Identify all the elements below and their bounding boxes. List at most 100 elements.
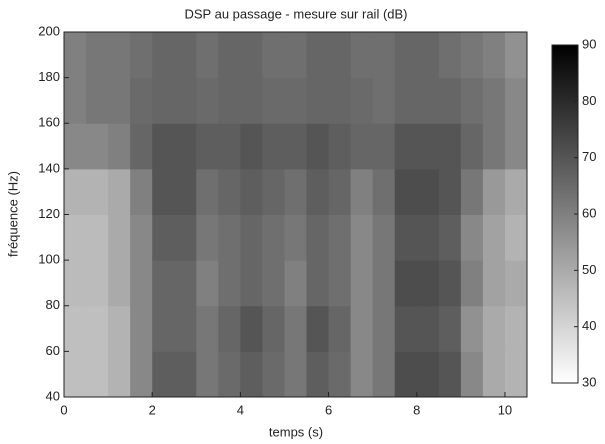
heat-cell xyxy=(460,214,484,261)
heat-cell xyxy=(174,351,197,398)
heat-cell xyxy=(482,351,506,398)
heat-cell xyxy=(460,77,484,124)
colorbar-tick-label: 70 xyxy=(582,149,596,164)
heat-cell xyxy=(328,351,352,398)
heat-cell xyxy=(86,168,109,215)
heat-cell xyxy=(350,32,374,79)
heat-cell xyxy=(394,305,418,352)
heat-cell xyxy=(218,77,241,124)
heat-cell xyxy=(482,123,506,170)
heat-cell xyxy=(328,260,352,307)
heat-cell xyxy=(262,305,285,352)
heat-cell xyxy=(460,351,484,398)
heat-cell xyxy=(130,168,153,215)
colorbar-tick-label: 90 xyxy=(582,36,596,51)
heat-cell xyxy=(152,123,175,170)
heat-cell xyxy=(64,77,87,124)
heat-cell xyxy=(218,123,241,170)
heat-cell xyxy=(196,351,219,398)
heat-cell xyxy=(174,305,197,352)
heat-cell xyxy=(416,305,440,352)
heat-cell xyxy=(108,77,131,124)
heat-cell xyxy=(262,168,285,215)
colorbar xyxy=(551,44,579,384)
heat-cell xyxy=(328,123,352,170)
heat-cell xyxy=(350,305,374,352)
heat-cell xyxy=(416,214,440,261)
heat-cell xyxy=(284,32,308,79)
heat-cell xyxy=(218,351,241,398)
heat-cell xyxy=(284,351,308,398)
heat-cell xyxy=(130,77,153,124)
heat-cell xyxy=(328,214,352,261)
x-tick-label: 4 xyxy=(237,402,244,417)
colorbar-tick-label: 40 xyxy=(582,318,596,333)
heat-cell xyxy=(64,168,87,215)
heat-cell xyxy=(240,305,263,352)
heat-cell xyxy=(130,214,153,261)
heat-cell xyxy=(394,214,418,261)
heat-cell xyxy=(460,123,484,170)
heat-cell xyxy=(240,77,263,124)
y-tick-label: 60 xyxy=(46,343,60,358)
heat-cell xyxy=(152,168,175,215)
colorbar-tick-label: 30 xyxy=(582,374,596,389)
y-tick-label: 140 xyxy=(38,160,60,175)
heat-cell xyxy=(196,77,219,124)
heat-cell xyxy=(108,214,131,261)
heat-cell xyxy=(350,123,374,170)
heat-cell xyxy=(394,260,418,307)
heat-cell xyxy=(174,77,197,124)
colorbar-tick-label: 80 xyxy=(582,93,596,108)
heat-cell xyxy=(108,305,131,352)
x-tick-label: 0 xyxy=(60,402,67,417)
heat-cell xyxy=(482,214,506,261)
heat-cell xyxy=(240,32,263,79)
heat-cell xyxy=(218,168,241,215)
heat-cell xyxy=(218,305,241,352)
heat-cell xyxy=(64,305,87,352)
heat-cell xyxy=(504,214,528,261)
heat-cell xyxy=(328,77,352,124)
heat-cell xyxy=(218,214,241,261)
heat-cell xyxy=(394,351,418,398)
heat-cell xyxy=(306,123,330,170)
heat-cell xyxy=(284,305,308,352)
heat-cell xyxy=(350,214,374,261)
heat-cell xyxy=(152,260,175,307)
heat-cell xyxy=(350,77,374,124)
heat-cell xyxy=(482,168,506,215)
heat-cell xyxy=(416,260,440,307)
heat-cell xyxy=(372,214,396,261)
heat-cell xyxy=(416,351,440,398)
heat-cell xyxy=(86,214,109,261)
heat-cell xyxy=(372,168,396,215)
heat-cell xyxy=(372,77,396,124)
heat-cell xyxy=(130,32,153,79)
heat-cell xyxy=(438,32,462,79)
heat-cell xyxy=(504,351,528,398)
heat-cell xyxy=(64,32,87,79)
heat-cell xyxy=(196,260,219,307)
heat-cell xyxy=(262,351,285,398)
heat-cell xyxy=(218,32,241,79)
heat-cell xyxy=(196,168,219,215)
heat-cell xyxy=(350,260,374,307)
heat-cell xyxy=(174,260,197,307)
heat-cell xyxy=(262,260,285,307)
heat-cell xyxy=(152,214,175,261)
heat-cell xyxy=(328,168,352,215)
heat-cell xyxy=(108,168,131,215)
heat-cell xyxy=(394,168,418,215)
heat-cell xyxy=(262,123,285,170)
heat-cell xyxy=(438,77,462,124)
heat-cell xyxy=(438,260,462,307)
heat-cell xyxy=(240,123,263,170)
x-tick-label: 8 xyxy=(413,402,420,417)
heat-cell xyxy=(328,305,352,352)
heat-cell xyxy=(482,77,506,124)
heat-cell xyxy=(196,214,219,261)
heat-cell xyxy=(130,260,153,307)
heat-cell xyxy=(108,123,131,170)
